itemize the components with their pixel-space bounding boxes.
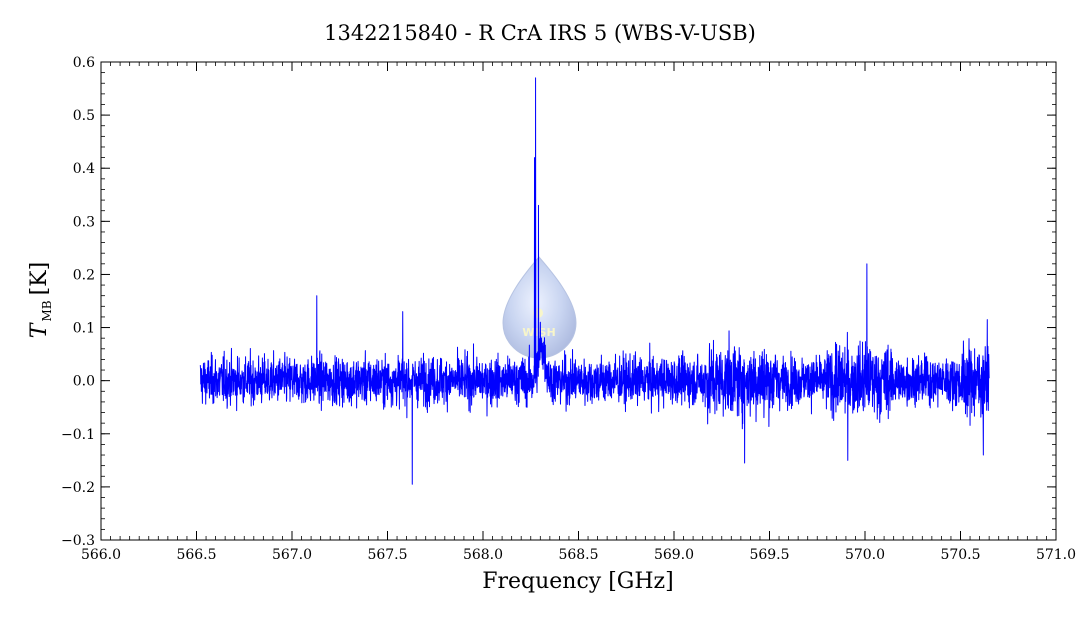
- y-tick-label: −0.3: [61, 533, 95, 549]
- x-tick-label: 569.5: [749, 547, 789, 563]
- svg-text:TMB[K]: TMB [K]: [27, 262, 54, 338]
- chart-title: 1342215840 - R CrA IRS 5 (WBS-V-USB): [324, 21, 756, 45]
- y-tick-label: 0.0: [73, 374, 95, 390]
- y-tick-label: 0.5: [73, 108, 95, 124]
- x-tick-label: 567.5: [367, 547, 407, 563]
- y-tick-label: 0.4: [73, 161, 95, 177]
- y-axis-label: TMB [K]: [27, 262, 54, 338]
- series-line: [199, 77, 990, 485]
- x-tick-label: 570.5: [940, 547, 980, 563]
- x-tick-label: 566.5: [176, 547, 216, 563]
- y-axis: −0.3 −0.2 −0.1 0.0 0.1 0.2 0.3 0.4 0.5 0.6: [61, 55, 1056, 549]
- y-tick-label: 0.6: [73, 55, 95, 71]
- x-tick-label: 571.0: [1036, 547, 1076, 563]
- y-axis-label-symbol: T: [27, 321, 52, 338]
- y-tick-label: −0.2: [61, 480, 95, 496]
- x-axis: 566.0 566.5 567.0 567.5 568.0 568.5 569.0 569.5…: [81, 62, 1076, 563]
- y-axis-label-subscript: MB: [40, 300, 54, 321]
- y-tick-label: 0.2: [73, 267, 95, 283]
- x-tick-label: 566.0: [81, 547, 121, 563]
- plot-frame: [100, 61, 1057, 541]
- x-tick-label: 567.0: [272, 547, 312, 563]
- y-tick-label: 0.1: [73, 321, 95, 337]
- y-tick-label: −0.1: [61, 427, 95, 443]
- x-tick-label: 568.5: [558, 547, 598, 563]
- y-tick-label: 0.3: [73, 214, 95, 230]
- x-tick-label: 568.0: [463, 547, 503, 563]
- x-axis-label: Frequency [GHz]: [482, 569, 674, 594]
- x-tick-label: 569.0: [654, 547, 694, 563]
- y-axis-label-unit: [K]: [27, 262, 52, 296]
- x-tick-label: 570.0: [845, 547, 885, 563]
